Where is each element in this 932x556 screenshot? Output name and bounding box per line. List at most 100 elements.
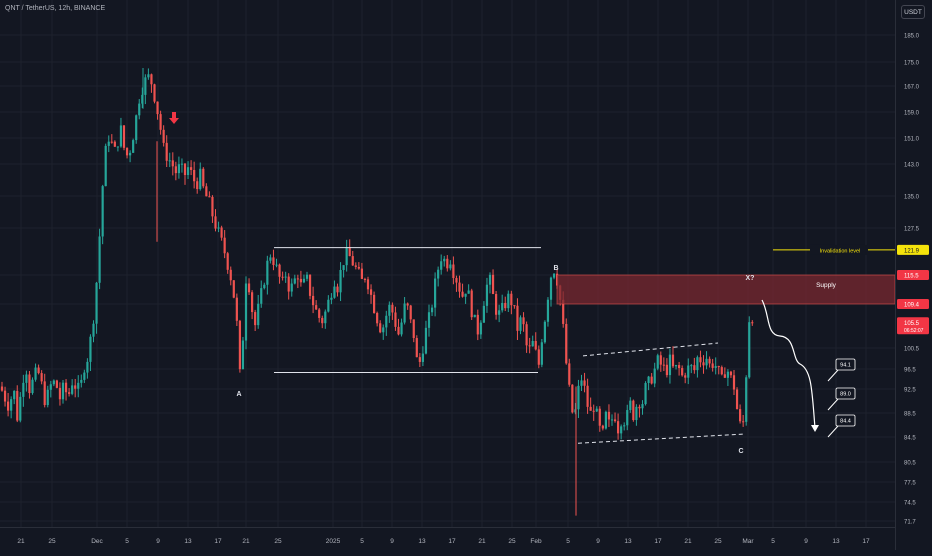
candle [254, 309, 257, 332]
candle [613, 412, 617, 423]
candle-body [312, 295, 315, 306]
candle-body [208, 196, 211, 198]
candle [369, 284, 373, 304]
candle-body [546, 299, 550, 322]
candle-body [595, 408, 598, 412]
candle-body [345, 247, 348, 266]
time-tick-label: 2025 [326, 538, 341, 545]
candle-body [68, 392, 71, 394]
chart-area[interactable]: Supply Invalidation level A B C X? 94.1 89.0 84.… [0, 0, 896, 527]
candle [122, 125, 126, 151]
candle [363, 277, 367, 283]
candle [400, 318, 403, 337]
candle [7, 393, 10, 417]
candle-body [315, 305, 318, 310]
channel-lower-line[interactable] [577, 433, 746, 444]
candle-body [726, 371, 729, 378]
price-tick-label: 175.0 [904, 61, 920, 67]
candle-body [98, 236, 101, 283]
candle-body [574, 409, 577, 413]
candle-body [34, 367, 37, 380]
candle-body [61, 382, 65, 400]
time-tick-label: 21 [242, 538, 250, 545]
currency-button[interactable]: USDT [901, 5, 925, 19]
wave-label-a: A [236, 391, 241, 398]
symbol-title[interactable]: QNT / TetherUS, 12h, BINANCE [5, 5, 106, 12]
projection-path[interactable] [761, 299, 816, 429]
candle [119, 117, 123, 148]
candle-body [193, 169, 196, 182]
candle-body [43, 381, 46, 406]
candle-body [690, 365, 693, 367]
candle [455, 275, 458, 292]
candle [89, 334, 92, 372]
time-tick-label: Mar [742, 538, 754, 545]
candle [22, 374, 25, 407]
candle [620, 424, 623, 440]
candle [165, 135, 168, 167]
candle [720, 365, 723, 376]
candle-body [333, 286, 336, 298]
candle-body [363, 278, 367, 280]
candle-body [251, 292, 254, 313]
candle [583, 372, 586, 393]
candle-body [623, 425, 626, 427]
candle-body [678, 365, 681, 369]
candle-body [241, 340, 245, 370]
candle [653, 362, 656, 388]
candle [104, 143, 107, 187]
price-chart[interactable]: Supply Invalidation level A B C X? 94.1 89.0 84.… [0, 0, 896, 527]
target-callout[interactable]: 84.4 [827, 414, 856, 438]
candle [626, 404, 629, 431]
candle-body [696, 357, 699, 371]
candle [729, 370, 733, 378]
candle [403, 297, 406, 325]
candle-body [263, 284, 266, 289]
candle [601, 424, 604, 431]
candle-body [568, 363, 571, 385]
channel-upper-line[interactable] [582, 342, 719, 357]
candle-body [25, 374, 28, 383]
candle-body [525, 324, 528, 346]
target-leader [827, 369, 839, 382]
candle [376, 311, 379, 327]
candle-body [354, 265, 357, 267]
candle-body [488, 274, 492, 285]
candle-body [485, 284, 489, 306]
target-callout[interactable]: 94.1 [827, 358, 856, 382]
candle-body [638, 406, 641, 409]
candle-body [284, 276, 287, 278]
candle-body [437, 269, 440, 279]
candle-body [482, 305, 485, 323]
candle-body [302, 278, 306, 283]
supply-zone[interactable] [556, 274, 896, 305]
candle [244, 276, 248, 350]
candle-body [379, 323, 382, 333]
candle-body [272, 257, 275, 265]
target-callout[interactable]: 89.0 [827, 387, 856, 411]
candle-body [427, 312, 431, 328]
candle [711, 358, 714, 372]
candle [116, 146, 119, 152]
candle-body [745, 377, 748, 422]
time-scale[interactable]: 21 25 Dec 5 9 13 17 21 25 2025 5 9 13 17 21 25 Feb 5 9 13 17… [0, 527, 895, 551]
candle-body [501, 302, 504, 311]
candle [312, 286, 315, 314]
candle-body [37, 367, 40, 374]
price-scale[interactable]: 185.0 175.0 167.0 159.0 151.0 143.0 135.0 127.5… [895, 0, 932, 550]
candle-body [522, 317, 525, 325]
candle-body [132, 140, 135, 153]
candle-body [467, 290, 470, 294]
candle-body [620, 426, 623, 434]
candle [638, 404, 641, 418]
candle-body [324, 311, 327, 324]
candle [552, 273, 556, 280]
candle-body [92, 323, 95, 337]
candle-body [153, 84, 156, 102]
candle-body [406, 303, 409, 306]
candle [324, 309, 327, 329]
candle [610, 414, 614, 426]
candle-body [16, 390, 19, 421]
candle [668, 348, 672, 384]
candle [80, 374, 83, 388]
